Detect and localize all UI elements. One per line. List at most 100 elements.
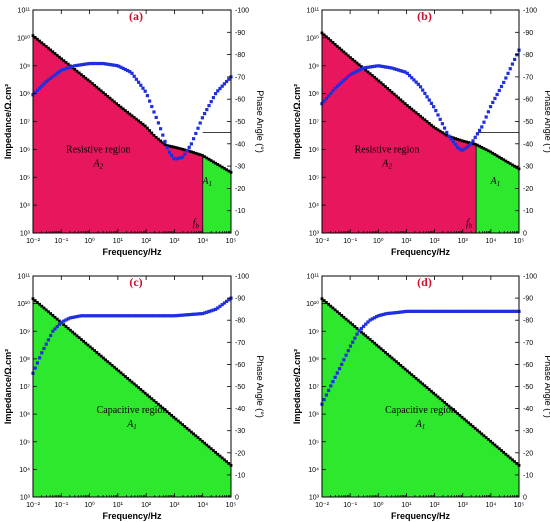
- phase-point: [401, 310, 405, 314]
- y-tick-label: 10⁵: [308, 439, 319, 446]
- impedance-point: [97, 87, 101, 91]
- phase-point: [110, 314, 114, 318]
- y-tick-label: 10⁶: [308, 412, 319, 419]
- impedance-point: [465, 140, 468, 144]
- phase-point: [508, 67, 512, 71]
- x-tick-label: 10³: [169, 502, 180, 509]
- impedance-point: [344, 317, 348, 321]
- phase-point: [161, 314, 165, 318]
- impedance-point: [511, 163, 514, 167]
- phase-point: [38, 356, 42, 360]
- x-tick-label: 10⁴: [485, 238, 496, 245]
- y2-tick-label: -10: [523, 472, 533, 479]
- x-tick-label: 10¹: [113, 502, 124, 509]
- impedance-point: [482, 147, 486, 150]
- phase-point: [214, 307, 218, 311]
- phase-point: [172, 314, 176, 318]
- y2-tick-label: -30: [523, 164, 533, 171]
- impedance-point: [143, 124, 147, 128]
- impedance-point: [388, 354, 392, 358]
- phase-point: [82, 62, 86, 67]
- phase-point: [170, 153, 174, 157]
- phase-series: [31, 296, 233, 375]
- impedance-point: [84, 341, 88, 345]
- phase-point: [200, 311, 204, 316]
- impedance-point: [82, 75, 85, 78]
- phase-point: [106, 62, 110, 66]
- phase-point: [115, 63, 119, 68]
- x-tick-label: 10⁻¹: [54, 238, 68, 245]
- impedance-point: [458, 138, 462, 142]
- phase-point: [335, 84, 339, 88]
- x-axis-title: Frequency/Hz: [102, 511, 162, 521]
- phase-series: [31, 61, 233, 161]
- y-tick-label: 10⁵: [308, 175, 319, 182]
- y2-axis-title: Phase Angle (°): [255, 355, 265, 418]
- phase-point: [399, 310, 403, 314]
- impedance-point: [69, 328, 72, 332]
- phase-point: [55, 325, 59, 329]
- impedance-point: [36, 37, 39, 41]
- impedance-point: [423, 384, 427, 388]
- impedance-point: [397, 362, 401, 365]
- phase-point: [421, 309, 425, 313]
- phase-point: [405, 71, 409, 75]
- impedance-point: [141, 122, 145, 126]
- impedance-point: [497, 447, 501, 451]
- y2-tick-label: -20: [235, 450, 245, 457]
- impedance-point: [159, 404, 162, 408]
- phase-point: [351, 340, 355, 344]
- impedance-point: [64, 60, 68, 64]
- phase-point: [150, 104, 154, 109]
- impedance-point: [504, 159, 508, 163]
- impedance-point: [203, 441, 206, 445]
- impedance-point: [47, 46, 50, 50]
- impedance-point: [132, 116, 136, 119]
- y2-tick-label: -10: [523, 208, 533, 215]
- phase-point: [508, 309, 512, 313]
- impedance-point: [44, 44, 48, 48]
- y-tick-label: 10⁷: [20, 384, 31, 391]
- phase-point: [438, 117, 442, 121]
- phase-point: [49, 76, 53, 80]
- phase-point: [225, 299, 229, 303]
- impedance-point: [225, 168, 228, 172]
- impedance-point: [515, 166, 519, 169]
- phase-point: [484, 115, 488, 119]
- chart-panel-c: 10⁻² 10⁻¹ 10⁰ 10¹ 10² 10³ 10⁴ 10⁵ 10³ 10⁴ 10⁵ 10⁶ 10…: [3, 274, 265, 522]
- x-tick-label: 10⁴: [485, 502, 496, 509]
- y2-tick-label: -50: [523, 384, 533, 391]
- impedance-point: [227, 169, 231, 173]
- phase-point: [361, 324, 366, 328]
- phase-point: [506, 309, 510, 313]
- impedance-point: [368, 72, 372, 76]
- impedance-point: [460, 415, 464, 419]
- y2-tick-label: -60: [523, 97, 533, 104]
- y-tick-label: 10⁶: [19, 412, 30, 419]
- phase-point: [397, 68, 401, 72]
- y-tick-label: 10⁸: [19, 91, 30, 98]
- impedance-point: [386, 352, 390, 356]
- phase-point: [368, 318, 372, 322]
- x-tick-label: 10⁻²: [315, 502, 329, 509]
- phase-point: [209, 309, 213, 313]
- impedance-point: [40, 304, 44, 308]
- impedance-point: [377, 79, 381, 83]
- y2-tick-label: -10: [235, 472, 245, 479]
- impedance-point: [462, 139, 466, 143]
- impedance-point: [93, 349, 96, 352]
- phase-point: [331, 380, 335, 384]
- phase-point: [203, 112, 207, 116]
- y2-tick-label: -100: [523, 274, 537, 281]
- impedance-point: [97, 352, 101, 356]
- phase-point: [324, 393, 328, 397]
- impedance-point: [148, 129, 151, 132]
- phase-point: [159, 127, 163, 131]
- phase-point: [513, 57, 517, 62]
- impedance-point: [495, 445, 499, 449]
- phase-point: [480, 125, 484, 129]
- phase-point: [372, 316, 377, 320]
- y2-tick-label: -70: [235, 340, 245, 347]
- impedance-point: [128, 112, 132, 116]
- impedance-point: [504, 452, 508, 456]
